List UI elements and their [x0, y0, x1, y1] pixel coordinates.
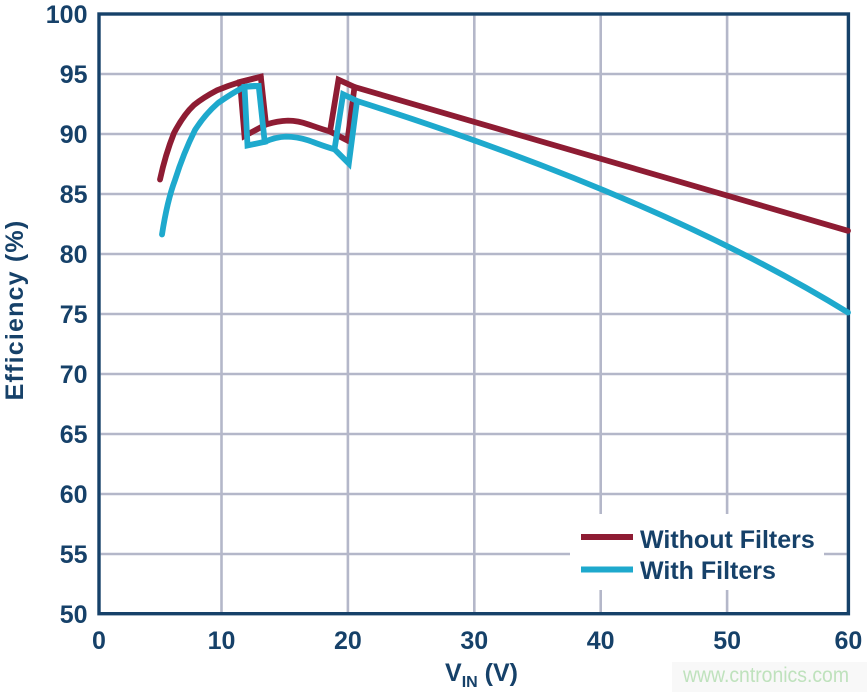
svg-text:60: 60 — [834, 627, 862, 655]
svg-text:0: 0 — [92, 627, 106, 655]
svg-text:95: 95 — [60, 61, 88, 89]
svg-text:55: 55 — [60, 541, 88, 569]
svg-text:Without Filters: Without Filters — [640, 526, 815, 554]
svg-text:10: 10 — [208, 627, 236, 655]
svg-text:VIN (V): VIN (V) — [445, 659, 518, 691]
svg-text:40: 40 — [587, 627, 615, 655]
svg-text:www.cntronics.com: www.cntronics.com — [682, 664, 849, 687]
svg-text:85: 85 — [60, 181, 88, 209]
svg-text:30: 30 — [460, 627, 488, 655]
svg-text:75: 75 — [60, 301, 88, 329]
svg-text:Efficiency (%): Efficiency (%) — [1, 220, 29, 401]
svg-text:70: 70 — [60, 361, 88, 389]
svg-text:With Filters: With Filters — [640, 557, 776, 585]
svg-text:65: 65 — [60, 421, 88, 449]
svg-text:80: 80 — [60, 241, 88, 269]
svg-text:50: 50 — [60, 601, 88, 629]
svg-text:90: 90 — [60, 121, 88, 149]
svg-text:20: 20 — [334, 627, 362, 655]
svg-text:60: 60 — [60, 481, 88, 509]
svg-text:50: 50 — [713, 627, 741, 655]
svg-text:100: 100 — [46, 1, 88, 29]
